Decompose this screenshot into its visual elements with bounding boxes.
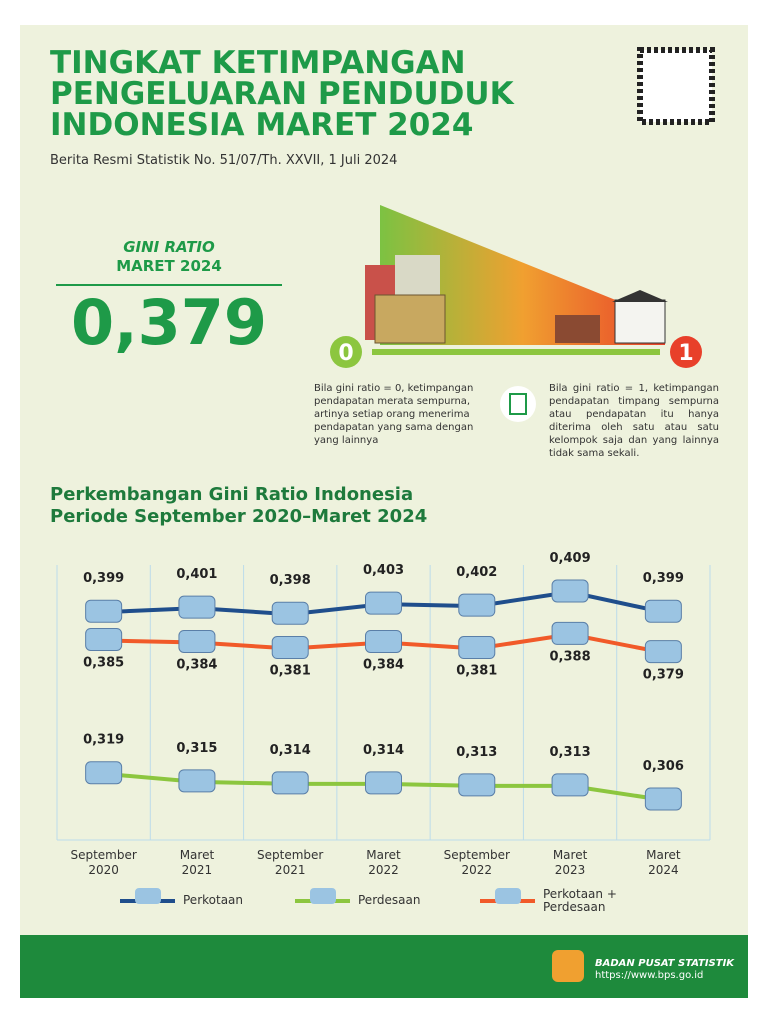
point-icon [458,773,496,797]
point-icon [365,629,402,653]
data-label: 0,385 [83,655,124,670]
data-label: 0,399 [83,571,124,586]
note-high: Bila gini ratio = 1, ketimpangan pendapa… [549,383,719,459]
roof [612,290,668,302]
x-tick-label: September 2022 [443,848,510,877]
chart-subtitle: Periode September 2020–Maret 2024 [50,506,428,527]
house [614,299,666,344]
data-label: 0,409 [550,551,591,566]
legend-label: Perkotaan + Perdesaan [543,887,617,914]
data-label: 0,403 [363,563,404,578]
title-line: PENGELUARAN PENDUDUK [50,76,514,112]
legend-icon [495,888,521,904]
point-icon [85,599,123,623]
footer-band [20,935,748,998]
gini-period: MARET 2024 [116,257,222,275]
legend-icon [310,888,336,904]
data-label: 0,313 [550,745,591,760]
x-tick-label: Maret 2024 [646,848,681,877]
gradient-triangle [380,205,665,345]
data-label: 0,306 [643,759,684,774]
x-tick-label: Maret 2023 [552,848,588,877]
clipboard-icon [509,393,527,415]
point-icon [365,771,402,795]
x-tick-label: September 2021 [257,848,324,877]
data-label: 0,314 [270,743,311,758]
point-icon [271,636,309,660]
point-icon [178,629,216,653]
point-icon [644,599,682,623]
data-label: 0,314 [363,743,404,758]
legend-label: Perdesaan [358,893,421,907]
legend-label: Perkotaan [183,893,244,907]
scale-circle [670,336,702,368]
point-icon [644,787,682,811]
data-label: 0,402 [456,565,497,580]
qr-code [637,47,715,125]
data-label: 0,398 [270,573,311,588]
point-icon [178,595,216,619]
chart: 0,399 0,401 0,398 0,403 0,402 0,409 0,399 0,319… [56,551,711,904]
logo [552,950,584,982]
x-tick-label: September 2020 [70,848,137,877]
gini-value: 0,379 [70,286,268,359]
building [374,294,446,344]
data-label: 0,384 [363,657,404,672]
data-label: 0,313 [456,745,497,760]
data-label: 0,384 [176,657,217,672]
data-label: 0,381 [270,664,311,679]
data-label: 0,399 [643,571,684,586]
point-icon [458,636,496,660]
point-icon [551,579,589,603]
data-label: 0,401 [176,567,217,582]
chart-title: Perkembangan Gini Ratio Indonesia [50,484,414,505]
point-icon [644,640,682,664]
data-label: 0,379 [643,668,684,683]
title-line: TINGKAT KETIMPANGAN [50,45,466,81]
point-icon [85,761,123,785]
scale-circle [330,336,362,368]
chart-title-block: Perkembangan Gini Ratio Indonesia Period… [50,484,427,528]
data-label: 0,388 [550,649,591,664]
gini-label: GINI RATIO [123,238,215,256]
footer-url: https://www.bps.go.id [595,970,704,981]
title: TINGKAT KETIMPANGAN PENGELUARAN PENDUDUK… [50,48,514,141]
x-tick-label: Maret 2022 [366,848,401,877]
data-label: 0,315 [176,741,217,756]
subtitle: Berita Resmi Statistik No. 51/07/Th. XXV… [50,153,398,168]
data-label: 0,319 [83,733,124,748]
point-icon [551,621,589,645]
note-low: Bila gini ratio = 0, ketimpangan pendapa… [314,383,474,446]
point-icon [458,593,496,617]
legend-icon [135,888,161,904]
scale-high: 1 [678,341,693,366]
data-label: 0,381 [456,664,497,679]
point-icon [365,591,402,615]
house [555,315,600,343]
point-icon [271,601,309,625]
point-icon [271,771,309,795]
title-line: INDONESIA MARET 2024 [50,107,474,143]
x-tick-label: Maret 2021 [179,848,215,877]
point-icon [178,769,216,793]
footer-org: BADAN PUSAT STATISTIK [595,958,735,969]
point-icon [551,773,589,797]
point-icon [85,627,123,651]
icon-circle [500,386,536,422]
scale-low: 0 [338,341,353,366]
